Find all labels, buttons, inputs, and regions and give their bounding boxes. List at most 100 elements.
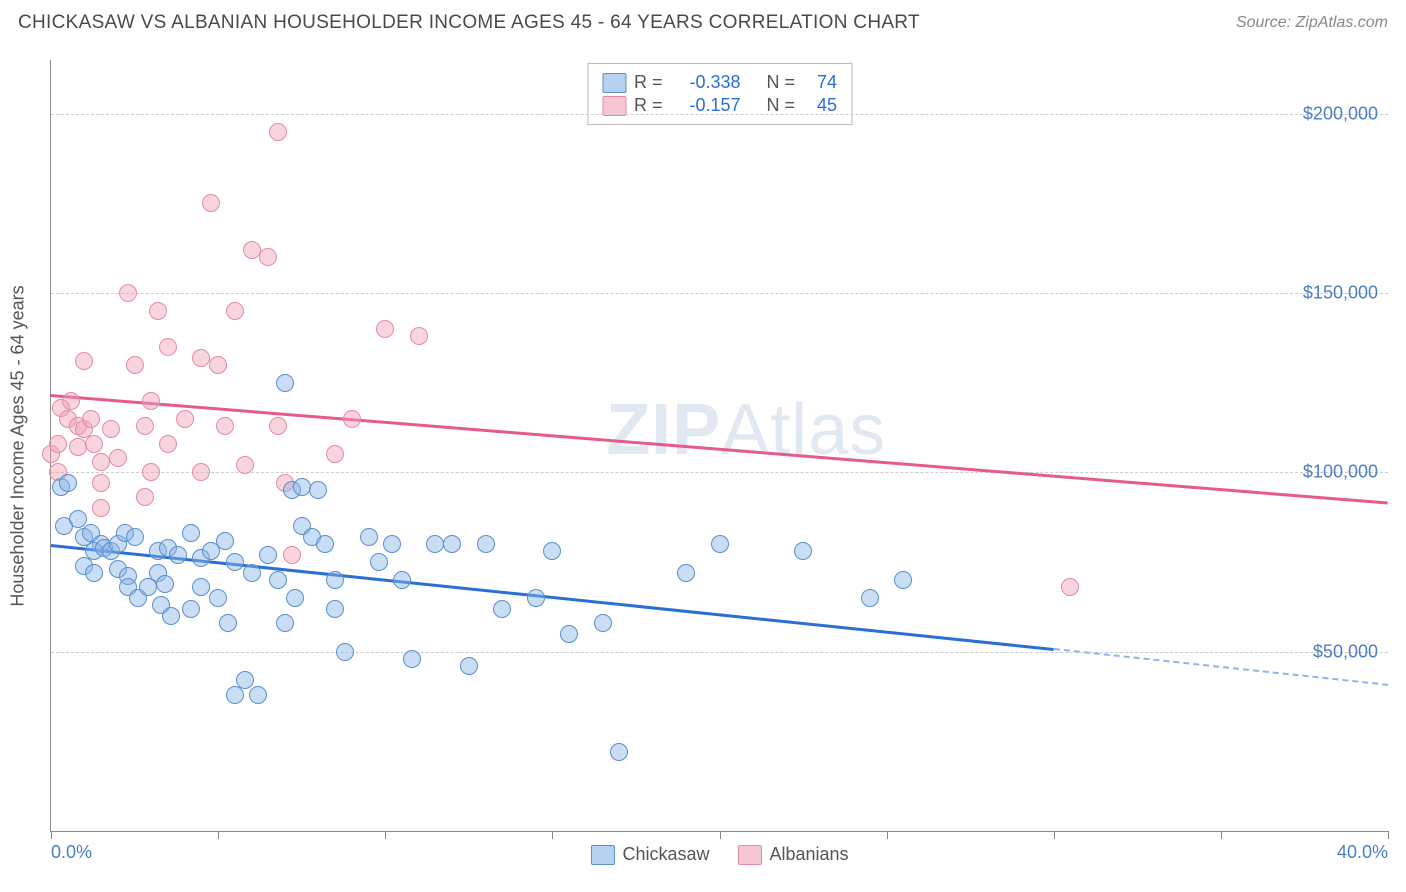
data-point-albanian xyxy=(119,284,137,302)
data-point-albanian xyxy=(216,417,234,435)
gridline xyxy=(51,114,1388,115)
data-point-chickasaw xyxy=(403,650,421,668)
data-point-chickasaw xyxy=(69,510,87,528)
data-point-chickasaw xyxy=(326,571,344,589)
data-point-chickasaw xyxy=(894,571,912,589)
data-point-chickasaw xyxy=(326,600,344,618)
data-point-chickasaw xyxy=(209,589,227,607)
data-point-chickasaw xyxy=(336,643,354,661)
y-tick-label: $50,000 xyxy=(1313,641,1378,662)
data-point-chickasaw xyxy=(370,553,388,571)
data-point-chickasaw xyxy=(477,535,495,553)
x-tick xyxy=(51,831,52,839)
x-tick xyxy=(552,831,553,839)
data-point-albanian xyxy=(109,449,127,467)
data-point-chickasaw xyxy=(393,571,411,589)
data-point-chickasaw xyxy=(443,535,461,553)
data-point-albanian xyxy=(136,417,154,435)
data-point-albanian xyxy=(376,320,394,338)
data-point-chickasaw xyxy=(259,546,277,564)
regression-line-albanian xyxy=(51,394,1388,504)
data-point-albanian xyxy=(243,241,261,259)
scatter-chart: ZIPAtlas R = -0.338 N = 74 R = -0.157 N … xyxy=(50,60,1388,832)
y-axis-label: Householder Income Ages 45 - 64 years xyxy=(8,285,29,606)
x-tick xyxy=(1054,831,1055,839)
data-point-chickasaw xyxy=(286,589,304,607)
data-point-chickasaw xyxy=(59,474,77,492)
gridline xyxy=(51,472,1388,473)
data-point-albanian xyxy=(192,349,210,367)
gridline xyxy=(51,652,1388,653)
data-point-albanian xyxy=(149,302,167,320)
data-point-chickasaw xyxy=(276,614,294,632)
chart-title: CHICKASAW VS ALBANIAN HOUSEHOLDER INCOME… xyxy=(18,12,920,34)
data-point-chickasaw xyxy=(226,553,244,571)
data-point-chickasaw xyxy=(861,589,879,607)
x-tick xyxy=(720,831,721,839)
legend-item-albanian: Albanians xyxy=(737,844,848,865)
data-point-chickasaw xyxy=(527,589,545,607)
x-tick xyxy=(385,831,386,839)
y-tick-label: $150,000 xyxy=(1303,283,1378,304)
swatch-albanian xyxy=(737,845,761,865)
data-point-chickasaw xyxy=(249,686,267,704)
data-point-chickasaw xyxy=(460,657,478,675)
data-point-chickasaw xyxy=(156,575,174,593)
data-point-chickasaw xyxy=(192,578,210,596)
data-point-albanian xyxy=(82,410,100,428)
data-point-albanian xyxy=(236,456,254,474)
x-tick xyxy=(1221,831,1222,839)
data-point-albanian xyxy=(269,123,287,141)
x-tick xyxy=(218,831,219,839)
data-point-chickasaw xyxy=(794,542,812,560)
data-point-albanian xyxy=(159,338,177,356)
data-point-albanian xyxy=(92,474,110,492)
data-point-chickasaw xyxy=(126,528,144,546)
data-point-albanian xyxy=(142,392,160,410)
y-tick-label: $100,000 xyxy=(1303,462,1378,483)
data-point-albanian xyxy=(136,488,154,506)
x-axis-min-label: 0.0% xyxy=(51,842,92,863)
data-point-chickasaw xyxy=(677,564,695,582)
data-point-albanian xyxy=(226,302,244,320)
data-point-chickasaw xyxy=(219,614,237,632)
x-tick xyxy=(887,831,888,839)
data-point-albanian xyxy=(102,420,120,438)
data-point-albanian xyxy=(343,410,361,428)
data-point-chickasaw xyxy=(309,481,327,499)
data-point-albanian xyxy=(92,499,110,517)
data-point-chickasaw xyxy=(182,524,200,542)
swatch-chickasaw xyxy=(590,845,614,865)
data-point-chickasaw xyxy=(269,571,287,589)
data-point-albanian xyxy=(159,435,177,453)
data-point-chickasaw xyxy=(293,478,311,496)
data-point-albanian xyxy=(142,463,160,481)
data-point-chickasaw xyxy=(182,600,200,618)
legend-row-chickasaw: R = -0.338 N = 74 xyxy=(602,72,837,93)
data-point-albanian xyxy=(326,445,344,463)
data-point-albanian xyxy=(259,248,277,266)
data-point-chickasaw xyxy=(383,535,401,553)
data-point-chickasaw xyxy=(360,528,378,546)
data-point-chickasaw xyxy=(610,743,628,761)
data-point-albanian xyxy=(92,453,110,471)
data-point-chickasaw xyxy=(493,600,511,618)
swatch-chickasaw xyxy=(602,73,626,93)
data-point-chickasaw xyxy=(543,542,561,560)
data-point-albanian xyxy=(49,435,67,453)
data-point-albanian xyxy=(1061,578,1079,596)
x-tick xyxy=(1388,831,1389,839)
data-point-chickasaw xyxy=(594,614,612,632)
data-point-chickasaw xyxy=(276,374,294,392)
correlation-legend: R = -0.338 N = 74 R = -0.157 N = 45 xyxy=(587,63,852,125)
data-point-albanian xyxy=(202,194,220,212)
data-point-chickasaw xyxy=(169,546,187,564)
data-point-albanian xyxy=(176,410,194,428)
data-point-chickasaw xyxy=(711,535,729,553)
data-point-chickasaw xyxy=(85,564,103,582)
swatch-albanian xyxy=(602,96,626,116)
data-point-chickasaw xyxy=(560,625,578,643)
data-point-chickasaw xyxy=(236,671,254,689)
gridline xyxy=(51,293,1388,294)
data-point-albanian xyxy=(283,546,301,564)
